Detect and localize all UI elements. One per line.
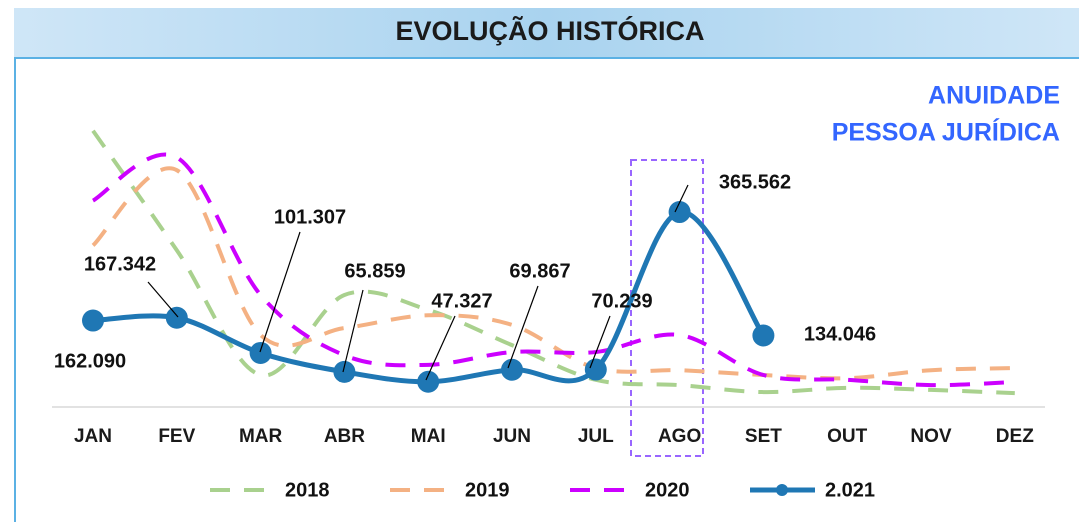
point-marker — [82, 309, 104, 332]
point-marker — [165, 306, 188, 329]
x-tick-label: AGO — [658, 426, 701, 447]
leader-line — [589, 315, 611, 369]
point-marker — [333, 360, 356, 383]
point-marker — [584, 358, 607, 381]
x-tick-label: FEV — [158, 426, 195, 447]
point-marker — [668, 201, 691, 224]
data-label: 70.239 — [591, 290, 652, 312]
x-tick-label: JUL — [578, 426, 614, 447]
legend-marker — [776, 484, 788, 496]
x-tick-label: OUT — [827, 426, 868, 447]
leader-line — [259, 231, 301, 353]
legend-label: 2019 — [465, 479, 510, 501]
leader-line — [674, 184, 689, 213]
x-tick-label: JAN — [74, 426, 112, 447]
annotation: PESSOA JURÍDICA — [832, 118, 1060, 147]
title-bar — [14, 8, 1079, 58]
leader-line — [507, 285, 539, 369]
x-tick-label: MAR — [239, 426, 283, 447]
leader-line — [342, 289, 364, 373]
point-marker — [249, 341, 272, 364]
data-label: 47.327 — [431, 290, 492, 312]
data-label: 162.090 — [54, 350, 126, 372]
annotation: ANUIDADE — [928, 82, 1060, 110]
data-label: 365.562 — [719, 171, 791, 193]
chart-title: EVOLUÇÃO HISTÓRICA — [395, 15, 704, 46]
x-tick-label: DEZ — [996, 426, 1034, 447]
legend-label: 2020 — [645, 479, 690, 501]
x-tick-label: NOV — [910, 426, 952, 447]
x-tick-label: SET — [745, 426, 782, 447]
data-label: 69.867 — [509, 260, 570, 282]
x-tick-label: ABR — [324, 426, 365, 447]
legend-label: 2.021 — [825, 479, 875, 501]
data-label: 167.342 — [84, 253, 156, 275]
legend-label: 2018 — [285, 479, 330, 501]
highlight-box — [630, 159, 704, 457]
data-label: 101.307 — [274, 206, 346, 228]
data-label: 65.859 — [344, 260, 405, 282]
point-marker — [752, 324, 775, 347]
x-tick-label: MAI — [411, 426, 446, 447]
leader-line — [425, 315, 456, 381]
data-label: 134.046 — [804, 323, 876, 345]
leader-line — [147, 281, 179, 318]
series-line — [91, 152, 1015, 388]
x-tick-label: JUN — [493, 426, 531, 447]
point-marker — [501, 358, 523, 381]
series-line — [91, 166, 1015, 381]
point-marker — [417, 370, 440, 393]
